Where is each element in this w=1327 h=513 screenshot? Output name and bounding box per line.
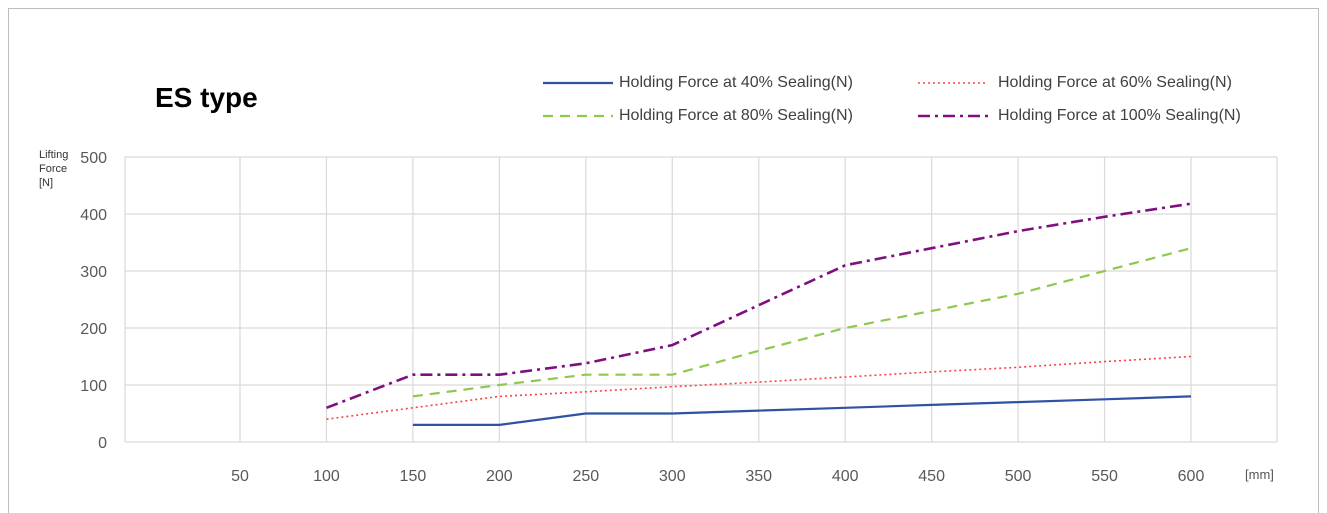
x-axis-unit: [mm] [1245,467,1274,482]
legend-label: Holding Force at 80% Sealing(N) [619,107,853,124]
x-tick-label: 350 [745,468,772,485]
x-tick-label: 600 [1178,468,1205,485]
y-tick-label: 400 [80,207,107,224]
series-line-3 [412,247,1192,398]
chart-frame [8,8,1319,513]
series-line-1 [412,395,1192,426]
legend-label: Holding Force at 60% Sealing(N) [998,74,1232,91]
x-tick-label: 400 [832,468,859,485]
y-axis-label: Lifting Force [N] [39,149,69,189]
x-tick-label: 150 [400,468,427,485]
x-tick-label: 500 [1005,468,1032,485]
x-tick-label: 200 [486,468,513,485]
x-tick-label: 50 [231,468,249,485]
x-tick-label: 450 [918,468,945,485]
x-tick-label: 300 [659,468,686,485]
chart-title: ES type [155,82,258,113]
legend-label: Holding Force at 100% Sealing(N) [998,107,1241,124]
x-tick-label: 250 [572,468,599,485]
series-line-2 [326,355,1192,420]
legend-swatch [918,114,988,118]
y-tick-label: 500 [80,150,107,167]
x-tick-label: 100 [313,468,340,485]
y-tick-label: 300 [80,264,107,281]
legend-swatch [543,81,613,85]
y-tick-label: 200 [80,321,107,338]
legend-swatch [543,114,613,118]
y-tick-label: 100 [80,378,107,395]
series-line-4 [326,202,1192,410]
legend-swatch [918,82,988,84]
y-tick-label: 0 [98,435,107,452]
legend-label: Holding Force at 40% Sealing(N) [619,74,853,91]
x-tick-label: 550 [1091,468,1118,485]
